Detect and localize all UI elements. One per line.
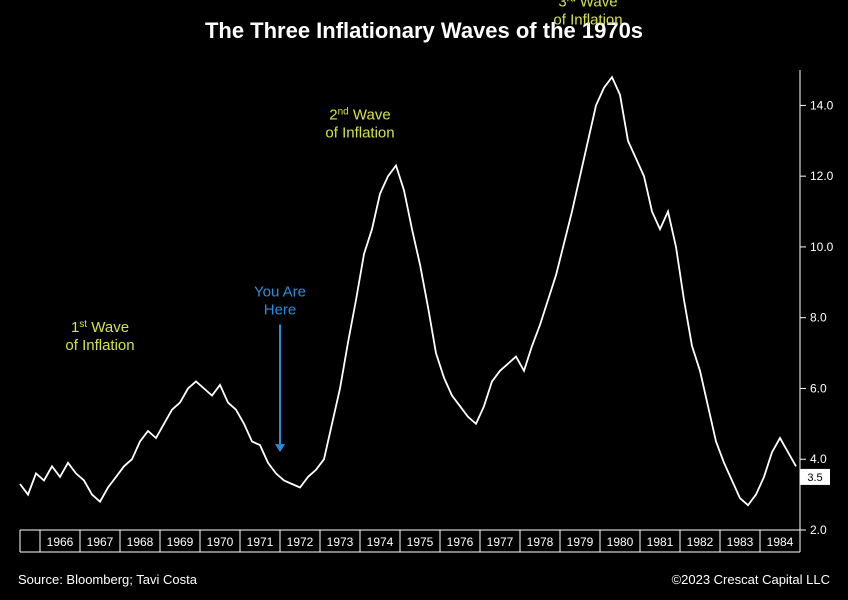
y-tick-label: 4.0 (810, 452, 827, 466)
wave-annotation-line2: of Inflation (65, 337, 134, 354)
source-text: Source: Bloomberg; Tavi Costa (18, 572, 198, 587)
x-tick-label: 1966 (47, 535, 74, 549)
x-tick-label: 1980 (607, 535, 634, 549)
x-tick-label: 1979 (567, 535, 594, 549)
x-tick-label: 1967 (87, 535, 114, 549)
y-tick-label: 10.0 (810, 240, 834, 254)
x-tick-label: 1971 (247, 535, 274, 549)
chart-background (0, 0, 848, 600)
x-tick-label: 1969 (167, 535, 194, 549)
x-tick-label: 1981 (647, 535, 674, 549)
x-tick-label: 1984 (767, 535, 794, 549)
x-tick-label: 1968 (127, 535, 154, 549)
y-tick-label: 12.0 (810, 169, 834, 183)
x-tick-label: 1976 (447, 535, 474, 549)
here-annotation-line1: You Are (254, 283, 306, 300)
x-tick-label: 1974 (367, 535, 394, 549)
y-tick-label: 2.0 (810, 523, 827, 537)
wave-annotation-line2: of Inflation (553, 11, 622, 28)
x-tick-label: 1975 (407, 535, 434, 549)
x-tick-label: 1977 (487, 535, 514, 549)
chart-container: The Three Inflationary Waves of the 1970… (0, 0, 848, 600)
x-tick-label: 1973 (327, 535, 354, 549)
y-tick-label: 8.0 (810, 311, 827, 325)
wave-annotation-line2: of Inflation (325, 125, 394, 142)
current-value-label: 3.5 (807, 472, 822, 484)
chart-svg: The Three Inflationary Waves of the 1970… (0, 0, 848, 600)
x-tick-label: 1982 (687, 535, 714, 549)
here-annotation-line2: Here (264, 301, 297, 318)
x-tick-label: 1970 (207, 535, 234, 549)
copyright-text: ©2023 Crescat Capital LLC (672, 572, 830, 587)
y-tick-label: 6.0 (810, 381, 827, 395)
x-tick-label: 1978 (527, 535, 554, 549)
x-tick-label: 1983 (727, 535, 754, 549)
y-tick-label: 14.0 (810, 98, 834, 112)
x-tick-label: 1972 (287, 535, 314, 549)
